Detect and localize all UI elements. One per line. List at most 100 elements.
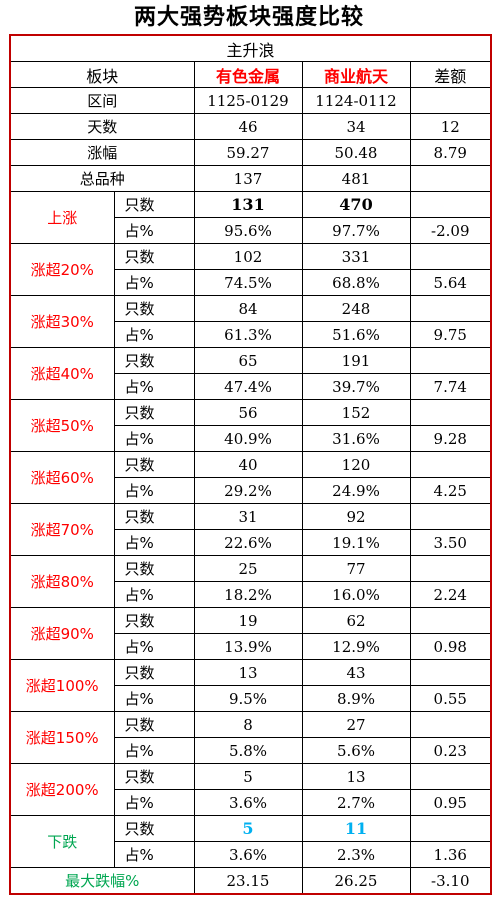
sector-a-count: 84	[193, 295, 303, 322]
sector-b-pct: 97.7%	[301, 217, 411, 244]
group-label: 上涨	[9, 191, 115, 244]
pct-label: 占%	[113, 425, 195, 452]
group-label: 涨超150%	[9, 711, 115, 764]
sector-a-pct: 5.8%	[193, 737, 303, 764]
group-pct-row: 占% 29.2% 24.9% 4.25	[10, 477, 492, 504]
sector-a-value: 137	[193, 165, 303, 192]
header-sector-a: 有色金属	[193, 61, 303, 88]
row-label: 涨幅	[9, 139, 195, 166]
sector-b-value: 1124-0112	[301, 87, 411, 114]
pct-label: 占%	[113, 737, 195, 764]
pct-label: 占%	[113, 789, 195, 816]
count-label: 只数	[113, 243, 195, 270]
diff-value: 0.95	[409, 789, 492, 816]
group-count-row: 涨超90% 只数 19 62	[9, 607, 492, 660]
group-label: 涨超30%	[9, 295, 115, 348]
pct-label: 占%	[113, 633, 195, 660]
group-pct-row: 占% 18.2% 16.0% 2.24	[10, 581, 492, 608]
sector-b-count: 77	[301, 555, 411, 582]
row-label: 总品种	[9, 165, 195, 192]
sector-a-value: 46	[193, 113, 303, 140]
group-pct-row: 占% 3.6% 2.7% 0.95	[10, 789, 492, 816]
sector-b-count: 43	[301, 659, 411, 686]
diff-value: -3.10	[409, 867, 492, 895]
group-pct-row: 占% 61.3% 51.6% 9.75	[10, 321, 492, 348]
sector-b-count: 27	[301, 711, 411, 738]
sector-a-pct: 61.3%	[193, 321, 303, 348]
count-label: 只数	[113, 347, 195, 374]
diff-value: 3.50	[409, 529, 492, 556]
sector-a-count: 31	[193, 503, 303, 530]
group-label: 下跌	[9, 815, 115, 868]
sector-b-value: 26.25	[301, 867, 411, 895]
sector-a-count: 131	[193, 191, 303, 218]
sector-b-pct: 16.0%	[301, 581, 411, 608]
row-label: 天数	[9, 113, 195, 140]
group-pct-row: 占% 47.4% 39.7% 7.74	[10, 373, 492, 400]
sector-b-pct: 51.6%	[301, 321, 411, 348]
diff-value: 5.64	[409, 269, 492, 296]
header-row: 板块 有色金属 商业航天 差额	[9, 61, 492, 88]
diff-empty	[409, 243, 492, 270]
group-count-row: 涨超60% 只数 40 120	[9, 451, 492, 504]
diff-value: 8.79	[409, 139, 492, 166]
count-label: 只数	[113, 399, 195, 426]
diff-empty	[409, 607, 492, 634]
diff-value: 4.25	[409, 477, 492, 504]
diff-empty	[409, 503, 492, 530]
pct-label: 占%	[113, 685, 195, 712]
info-row: 区间 1125-0129 1124-0112	[9, 87, 492, 114]
count-label: 只数	[113, 295, 195, 322]
sector-a-pct: 9.5%	[193, 685, 303, 712]
row-label: 区间	[9, 87, 195, 114]
sector-a-pct: 47.4%	[193, 373, 303, 400]
sector-b-pct: 19.1%	[301, 529, 411, 556]
diff-empty	[409, 763, 492, 790]
diff-value: 0.55	[409, 685, 492, 712]
group-count-row: 涨超20% 只数 102 331	[9, 243, 492, 296]
section-row: 主升浪	[9, 34, 492, 62]
pct-label: 占%	[113, 581, 195, 608]
group-pct-row: 占% 3.6% 2.3% 1.36	[10, 841, 492, 868]
sector-b-pct: 68.8%	[301, 269, 411, 296]
diff-value: -2.09	[409, 217, 492, 244]
sector-a-pct: 29.2%	[193, 477, 303, 504]
diff-empty	[409, 659, 492, 686]
diff-empty	[409, 555, 492, 582]
sector-a-pct: 3.6%	[193, 841, 303, 868]
diff-empty	[409, 347, 492, 374]
group-count-row: 涨超70% 只数 31 92	[9, 503, 492, 556]
group-label: 涨超20%	[9, 243, 115, 296]
count-label: 只数	[113, 503, 195, 530]
sector-a-value: 1125-0129	[193, 87, 303, 114]
group-count-row: 涨超150% 只数 8 27	[9, 711, 492, 764]
sector-a-count: 56	[193, 399, 303, 426]
sector-b-count: 152	[301, 399, 411, 426]
sector-b-count: 13	[301, 763, 411, 790]
sector-b-value: 481	[301, 165, 411, 192]
header-diff: 差额	[409, 61, 492, 88]
section-title: 主升浪	[9, 34, 492, 62]
count-label: 只数	[113, 607, 195, 634]
sector-b-pct: 2.3%	[301, 841, 411, 868]
sector-a-count: 25	[193, 555, 303, 582]
diff-value: 1.36	[409, 841, 492, 868]
sector-a-pct: 18.2%	[193, 581, 303, 608]
group-label: 涨超90%	[9, 607, 115, 660]
group-label: 涨超50%	[9, 399, 115, 452]
sector-a-pct: 22.6%	[193, 529, 303, 556]
max-drop-label: 最大跌幅%	[9, 867, 195, 895]
sector-b-count: 11	[301, 815, 411, 842]
diff-empty	[409, 399, 492, 426]
sector-b-count: 120	[301, 451, 411, 478]
count-label: 只数	[113, 815, 195, 842]
group-count-row: 涨超40% 只数 65 191	[9, 347, 492, 400]
sector-a-count: 40	[193, 451, 303, 478]
sector-b-value: 50.48	[301, 139, 411, 166]
sector-b-pct: 24.9%	[301, 477, 411, 504]
group-label: 涨超60%	[9, 451, 115, 504]
group-count-row: 上涨 只数 131 470	[9, 191, 492, 244]
sector-b-pct: 5.6%	[301, 737, 411, 764]
group-pct-row: 占% 95.6% 97.7% -2.09	[10, 217, 492, 244]
diff-value	[409, 165, 492, 192]
